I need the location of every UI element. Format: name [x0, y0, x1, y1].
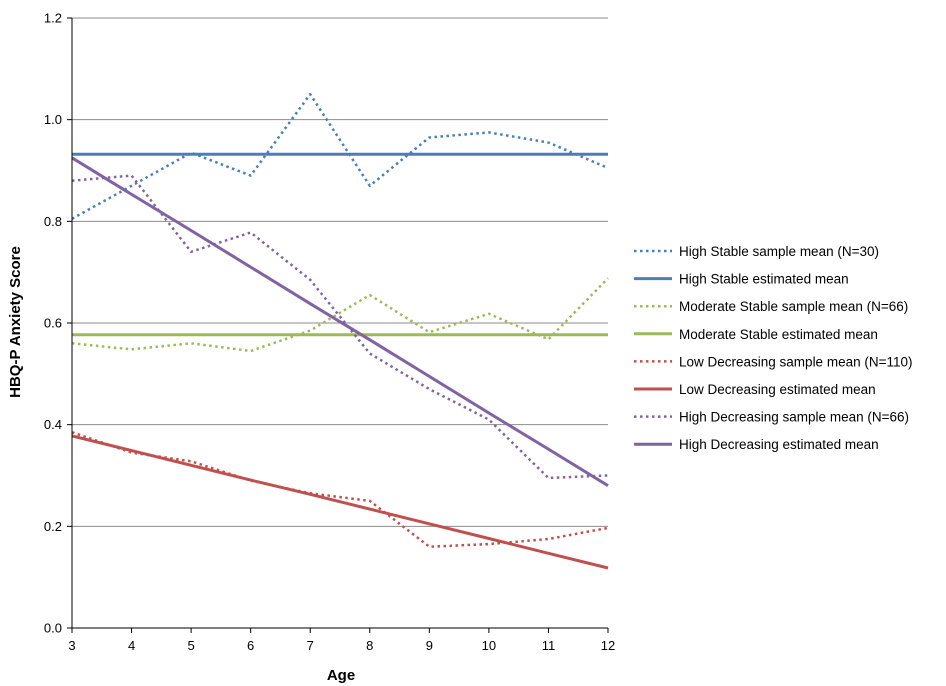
x-tick-label: 6: [247, 638, 254, 653]
legend-label: Moderate Stable estimated mean: [679, 327, 878, 342]
x-tick-label: 5: [187, 638, 194, 653]
series-line: [71, 156, 609, 487]
x-tick-label: 9: [426, 638, 433, 653]
y-tick-label: 0.0: [44, 621, 62, 636]
y-tick-label: 0.4: [44, 417, 62, 432]
y-tick-label: 1.0: [44, 112, 62, 127]
legend-label: Low Decreasing estimated mean: [679, 382, 876, 397]
legend-label: High Stable sample mean (N=30): [679, 244, 879, 259]
x-tick-label: 7: [307, 638, 314, 653]
series-lines: [71, 92, 609, 570]
legend-label: Low Decreasing sample mean (N=110): [679, 354, 913, 369]
legend-label: High Decreasing sample mean (N=66): [679, 410, 909, 425]
x-tick-label: 10: [482, 638, 496, 653]
series-line: [71, 277, 609, 353]
series-line: [71, 431, 609, 548]
axes: 0.0 0.2 0.4 0.6 0.8 1.0 1.2 3 4 5 6 7 8 9 10 11 12: [44, 11, 615, 654]
y-tick-label: 0.6: [44, 316, 62, 331]
gridlines: [72, 17, 608, 527]
x-tick-label: 3: [68, 638, 75, 653]
y-tick-label: 1.2: [44, 11, 62, 26]
y-tick-label: 0.2: [44, 519, 62, 534]
x-tick-label: 11: [542, 638, 556, 653]
legend: High Stable sample mean (N=30) High Stabl…: [634, 244, 913, 452]
series-line: [71, 434, 609, 570]
x-tick-label: 8: [366, 638, 373, 653]
y-tick-label: 0.8: [44, 214, 62, 229]
x-tick-label: 12: [601, 638, 615, 653]
legend-label: High Decreasing estimated mean: [679, 437, 879, 452]
legend-label: Moderate Stable sample mean (N=66): [679, 299, 908, 314]
legend-label: High Stable estimated mean: [679, 272, 849, 287]
series-line: [71, 92, 609, 220]
x-tick-label: 4: [128, 638, 135, 653]
x-axis-title: Age: [327, 667, 355, 684]
y-axis-title: HBQ-P Anxiety Score: [7, 246, 24, 398]
